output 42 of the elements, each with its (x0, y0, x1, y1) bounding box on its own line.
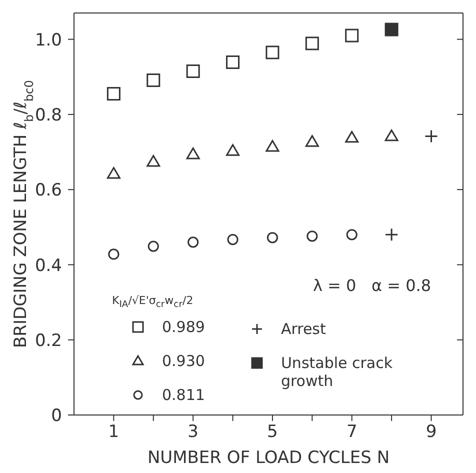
point (186, 64, 200, 78)
point (148, 240, 159, 252)
point (108, 248, 120, 260)
point (306, 230, 318, 242)
x-tick-label: 3 (188, 422, 198, 442)
point (345, 130, 359, 143)
point (226, 55, 240, 69)
point (266, 140, 280, 152)
point (266, 232, 278, 244)
point (384, 22, 398, 36)
x-tick-label: 9 (426, 422, 437, 442)
x-axis-title: NUMBER OF LOAD CYCLES N (147, 448, 390, 468)
point (106, 87, 120, 101)
legend-label: 0.811 (162, 386, 205, 404)
x-tick-label: 5 (267, 422, 278, 442)
x-tick-label: 1 (108, 422, 120, 442)
point (188, 236, 199, 248)
point (346, 229, 358, 240)
point (146, 74, 160, 87)
y-tick-label: 0 (51, 406, 62, 426)
point (305, 36, 319, 50)
point (186, 148, 200, 160)
legend-label: Unstable crack growth (280, 354, 394, 390)
y-tick-label: 0.8 (34, 105, 62, 126)
legend-label: Arrest (280, 320, 326, 338)
y-tick-label: 1.0 (34, 30, 62, 50)
point (226, 144, 240, 156)
legend-title: K$_{IA}$/√E'σ$_{cr}$w$_{cr}$/2 (112, 294, 194, 310)
legend-label: 0.989 (162, 318, 205, 336)
x-tick-label: 7 (346, 422, 358, 442)
y-tick-label: 0.4 (34, 256, 62, 276)
y-tick-label: 0.2 (34, 330, 62, 351)
point (305, 135, 319, 147)
point (146, 155, 160, 167)
point (384, 129, 398, 142)
point (227, 234, 238, 246)
point (106, 167, 120, 179)
point (345, 28, 359, 42)
annotation: λ = 0 α = 0.8 (313, 276, 432, 295)
y-tick-label: 0.6 (34, 180, 62, 201)
point (266, 46, 280, 60)
legend-label: 0.930 (162, 352, 205, 370)
